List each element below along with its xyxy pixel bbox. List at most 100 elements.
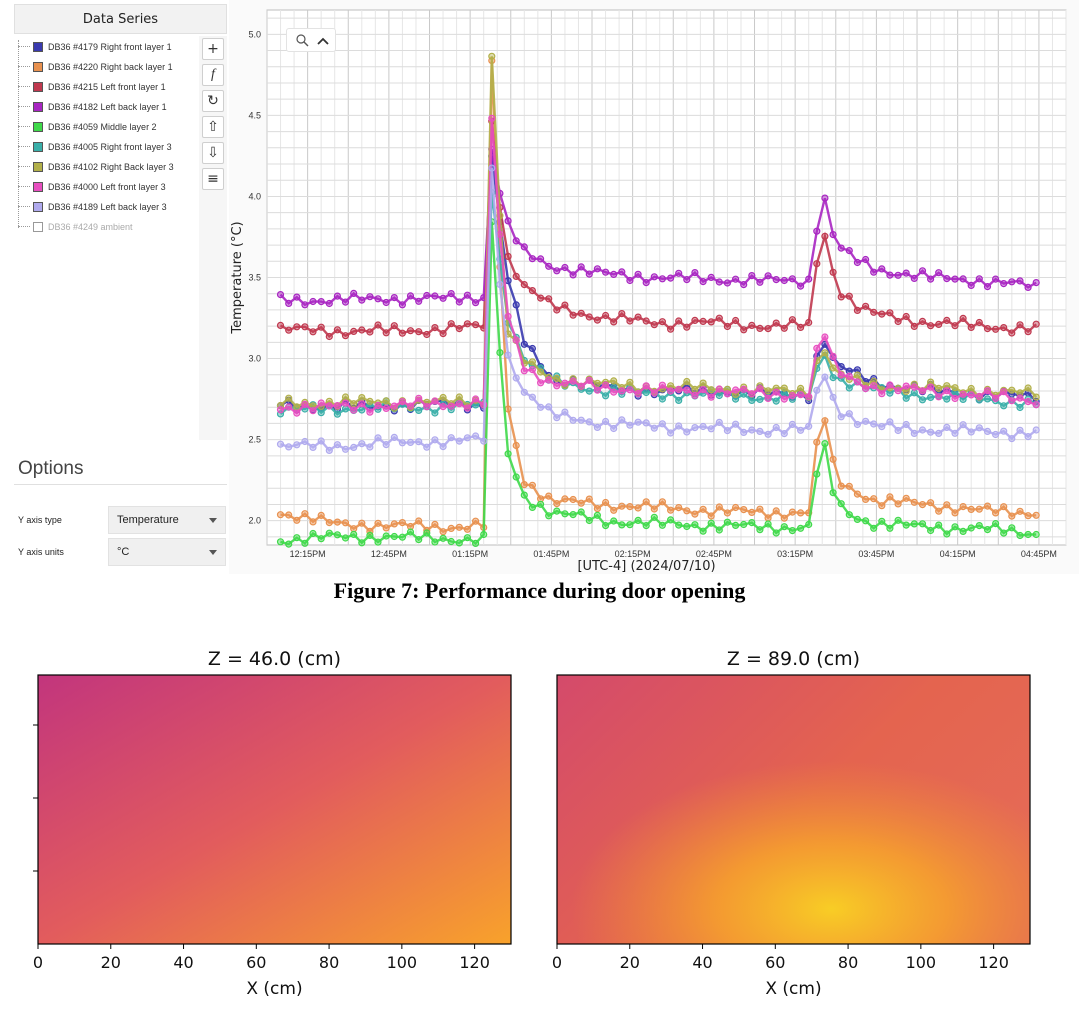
series-line[interactable] [276,56,1040,536]
y-axis-type-select[interactable]: Temperature [108,506,226,534]
series-line[interactable] [276,218,1040,548]
chevron-up-icon[interactable] [317,37,329,45]
add-icon[interactable]: + [202,38,224,60]
data-point [658,318,666,326]
x-tick-label: 04:45PM [1021,549,1057,559]
series-list: DB36 #4179 Right front layer 1 DB36 #4220… [14,36,200,440]
data-point [382,298,390,307]
data-point [878,517,886,525]
data-point [1024,384,1032,392]
data-point [553,382,561,390]
data-point [488,114,496,122]
list-icon[interactable]: ≡ [202,168,224,190]
data-point [715,503,723,511]
series-label: DB36 #4102 Right Back layer 3 [48,162,174,172]
data-point [1032,393,1040,401]
zoom-controls[interactable] [286,28,336,52]
series-item[interactable]: DB36 #4215 Left front layer 1 [14,78,166,96]
data-point [991,430,1000,439]
data-point [585,376,593,384]
data-point [667,506,675,514]
series-item[interactable]: DB36 #4249 ambient [14,218,133,236]
series-item[interactable]: DB36 #4005 Right front layer 3 [14,138,172,156]
data-point [1000,280,1008,288]
data-point [626,317,634,325]
tree-branch [18,146,30,148]
data-point [926,383,935,391]
data-point [796,524,805,532]
data-point [333,292,342,300]
series-line[interactable] [276,164,1040,454]
series-item[interactable]: DB36 #4102 Right Back layer 3 [14,158,174,176]
data-point [878,423,886,431]
data-point [764,514,772,522]
data-point [805,422,813,430]
data-point [715,314,723,322]
data-point [406,402,415,410]
data-point [967,524,975,532]
series-item[interactable]: DB36 #4179 Right front layer 1 [14,38,172,56]
series-item[interactable]: DB36 #4220 Right back layer 1 [14,58,173,76]
data-point [853,371,862,379]
data-point [569,377,577,385]
tree-branch [18,126,30,128]
series-color-swatch[interactable] [33,102,43,112]
series-item[interactable]: DB36 #4189 Left back layer 3 [14,198,167,216]
data-point [861,385,870,393]
y-axis-units-label: Y axis units [18,547,64,557]
series-item[interactable]: DB36 #4000 Left front layer 3 [14,178,166,196]
series-color-swatch[interactable] [33,202,43,212]
data-point [967,323,975,331]
magnifier-icon[interactable] [296,34,309,47]
data-point [878,390,886,398]
data-point [561,379,569,387]
data-point [577,309,585,317]
data-point [350,289,358,297]
series-line[interactable] [276,117,1040,341]
move-down-icon[interactable]: ⇩ [202,142,224,164]
data-point [593,379,601,387]
x-tick-label: 60 [765,953,785,972]
data-point [918,267,927,275]
data-point [398,398,406,406]
series-line[interactable] [276,145,1040,309]
data-point [740,428,748,436]
series-path [279,148,1037,307]
series-item[interactable]: DB36 #4059 Middle layer 2 [14,118,157,136]
series-color-swatch[interactable] [33,142,43,152]
data-point [943,501,951,509]
series-color-swatch[interactable] [33,182,43,192]
series-color-swatch[interactable] [33,122,43,132]
data-point [707,273,715,281]
tree-branch [18,206,30,208]
y-axis-units-select[interactable]: °C [108,538,226,566]
data-point [488,52,496,60]
data-point [626,276,634,285]
data-point [667,387,675,395]
data-point [585,313,593,321]
series-item[interactable]: DB36 #4182 Left back layer 1 [14,98,167,116]
data-point [1016,531,1024,540]
data-point [772,423,780,432]
series-line[interactable] [276,114,1040,417]
function-icon[interactable]: f [202,64,224,86]
series-label: DB36 #4179 Right front layer 1 [48,42,172,52]
data-point [951,429,959,437]
data-point [593,316,601,324]
tree-branch [18,66,30,68]
move-up-icon[interactable]: ⇧ [202,116,224,138]
data-point [740,281,748,289]
data-point [715,418,723,426]
data-point [951,322,959,330]
heatmap-frame [37,674,512,945]
series-color-swatch[interactable] [33,222,43,232]
x-tick-label: 04:15PM [940,549,976,559]
series-color-swatch[interactable] [33,42,43,52]
data-point [276,321,285,329]
series-color-swatch[interactable] [33,162,43,172]
refresh-icon[interactable]: ↻ [202,90,224,112]
series-color-swatch[interactable] [33,82,43,92]
data-point [602,268,610,276]
series-color-swatch[interactable] [33,62,43,72]
data-point [861,302,870,310]
